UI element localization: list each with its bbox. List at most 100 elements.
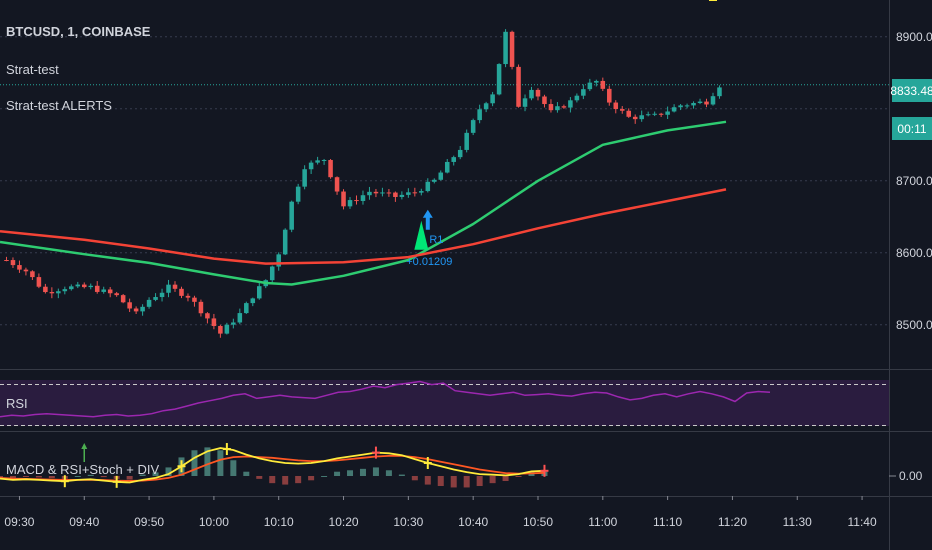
- buy-signal-triangle[interactable]: [414, 220, 429, 250]
- candle-body[interactable]: [127, 302, 132, 309]
- candle-body[interactable]: [354, 200, 359, 202]
- candle-body[interactable]: [483, 103, 489, 110]
- candle-body[interactable]: [328, 160, 333, 178]
- candle-body[interactable]: [393, 192, 398, 197]
- symbol-legend[interactable]: BTCUSD, 1, COINBASE: [6, 24, 151, 39]
- candle-body[interactable]: [574, 95, 580, 101]
- rsi-legend[interactable]: RSI: [6, 396, 28, 411]
- candle-body[interactable]: [166, 284, 171, 293]
- candle-body[interactable]: [587, 82, 593, 90]
- candle-body[interactable]: [419, 191, 424, 193]
- candle-body[interactable]: [568, 100, 573, 108]
- candle-body[interactable]: [457, 149, 463, 158]
- candle-body[interactable]: [535, 89, 541, 97]
- candle-body[interactable]: [62, 289, 68, 292]
- candle-body[interactable]: [237, 313, 243, 323]
- candle-body[interactable]: [347, 200, 353, 207]
- candle-body[interactable]: [295, 186, 301, 202]
- candle-body[interactable]: [516, 66, 521, 107]
- candle-body[interactable]: [23, 269, 29, 272]
- candle-body[interactable]: [205, 313, 210, 319]
- candle-body[interactable]: [581, 89, 586, 96]
- candle-body[interactable]: [490, 94, 495, 104]
- candle-body[interactable]: [380, 192, 385, 194]
- candle-body[interactable]: [717, 87, 722, 97]
- candle-body[interactable]: [529, 89, 534, 99]
- candle-body[interactable]: [600, 80, 606, 89]
- macd-line[interactable]: [0, 447, 545, 484]
- candle-body[interactable]: [17, 265, 22, 270]
- candle-body[interactable]: [464, 132, 469, 150]
- candle-body[interactable]: [542, 96, 547, 105]
- candle-body[interactable]: [308, 162, 314, 170]
- candle-body[interactable]: [289, 201, 294, 230]
- candle-body[interactable]: [710, 96, 716, 105]
- candle-body[interactable]: [133, 308, 139, 312]
- candle-body[interactable]: [250, 298, 256, 304]
- candle-body[interactable]: [477, 109, 482, 121]
- candle-body[interactable]: [276, 254, 281, 267]
- candle-body[interactable]: [120, 295, 126, 303]
- candle-body[interactable]: [509, 31, 515, 67]
- candle-body[interactable]: [438, 172, 444, 180]
- candle-body[interactable]: [269, 266, 275, 281]
- candle-body[interactable]: [198, 301, 204, 314]
- candle-body[interactable]: [386, 192, 392, 194]
- candle-body[interactable]: [704, 101, 709, 105]
- candle-body[interactable]: [652, 113, 657, 115]
- alert-arrow-icon[interactable]: [422, 209, 433, 230]
- candle-body[interactable]: [658, 113, 664, 115]
- candle-body[interactable]: [607, 88, 612, 103]
- candle-body[interactable]: [282, 229, 288, 255]
- candle-body[interactable]: [192, 297, 197, 302]
- candle-body[interactable]: [444, 161, 450, 173]
- candle-body[interactable]: [88, 285, 94, 288]
- candle-body[interactable]: [43, 286, 48, 293]
- candle-body[interactable]: [399, 194, 405, 197]
- candle-body[interactable]: [425, 181, 431, 192]
- candle-body[interactable]: [146, 299, 152, 307]
- candle-body[interactable]: [172, 284, 178, 289]
- candle-body[interactable]: [645, 114, 651, 116]
- candle-body[interactable]: [10, 260, 16, 266]
- candle-body[interactable]: [30, 271, 35, 278]
- candle-body[interactable]: [496, 64, 502, 95]
- candle-body[interactable]: [451, 157, 456, 162]
- candle-body[interactable]: [671, 107, 677, 112]
- candle-body[interactable]: [684, 105, 690, 107]
- candle-body[interactable]: [4, 260, 9, 261]
- candle-body[interactable]: [503, 31, 508, 65]
- candle-body[interactable]: [56, 291, 61, 294]
- candle-body[interactable]: [257, 286, 262, 299]
- candle-body[interactable]: [341, 191, 346, 207]
- candle-body[interactable]: [302, 169, 307, 187]
- candle-body[interactable]: [412, 192, 418, 194]
- candle-body[interactable]: [69, 286, 74, 290]
- candle-body[interactable]: [613, 102, 619, 110]
- candle-body[interactable]: [691, 103, 696, 106]
- candle-body[interactable]: [94, 285, 100, 292]
- candle-body[interactable]: [81, 284, 87, 288]
- candle-body[interactable]: [406, 192, 411, 195]
- candle-body[interactable]: [244, 303, 249, 314]
- candle-body[interactable]: [107, 289, 113, 294]
- ema-fast-line[interactable]: [0, 120, 727, 286]
- candle-body[interactable]: [185, 295, 191, 298]
- candle-body[interactable]: [522, 98, 528, 107]
- macd-legend[interactable]: MACD & RSI+Stoch + DIV: [6, 462, 160, 477]
- candle-body[interactable]: [49, 292, 55, 294]
- candle-body[interactable]: [101, 289, 106, 292]
- candle-body[interactable]: [697, 101, 703, 104]
- ema-slow-line[interactable]: [0, 188, 727, 265]
- candle-body[interactable]: [555, 106, 560, 111]
- candle-body[interactable]: [211, 318, 217, 327]
- candle-body[interactable]: [114, 293, 119, 296]
- candle-body[interactable]: [665, 111, 670, 115]
- candle-body[interactable]: [36, 277, 42, 287]
- candle-body[interactable]: [360, 195, 366, 201]
- candle-body[interactable]: [594, 80, 599, 83]
- candle-body[interactable]: [153, 297, 158, 300]
- candle-body[interactable]: [639, 115, 644, 120]
- alerts-legend[interactable]: Strat-test ALERTS: [6, 98, 112, 113]
